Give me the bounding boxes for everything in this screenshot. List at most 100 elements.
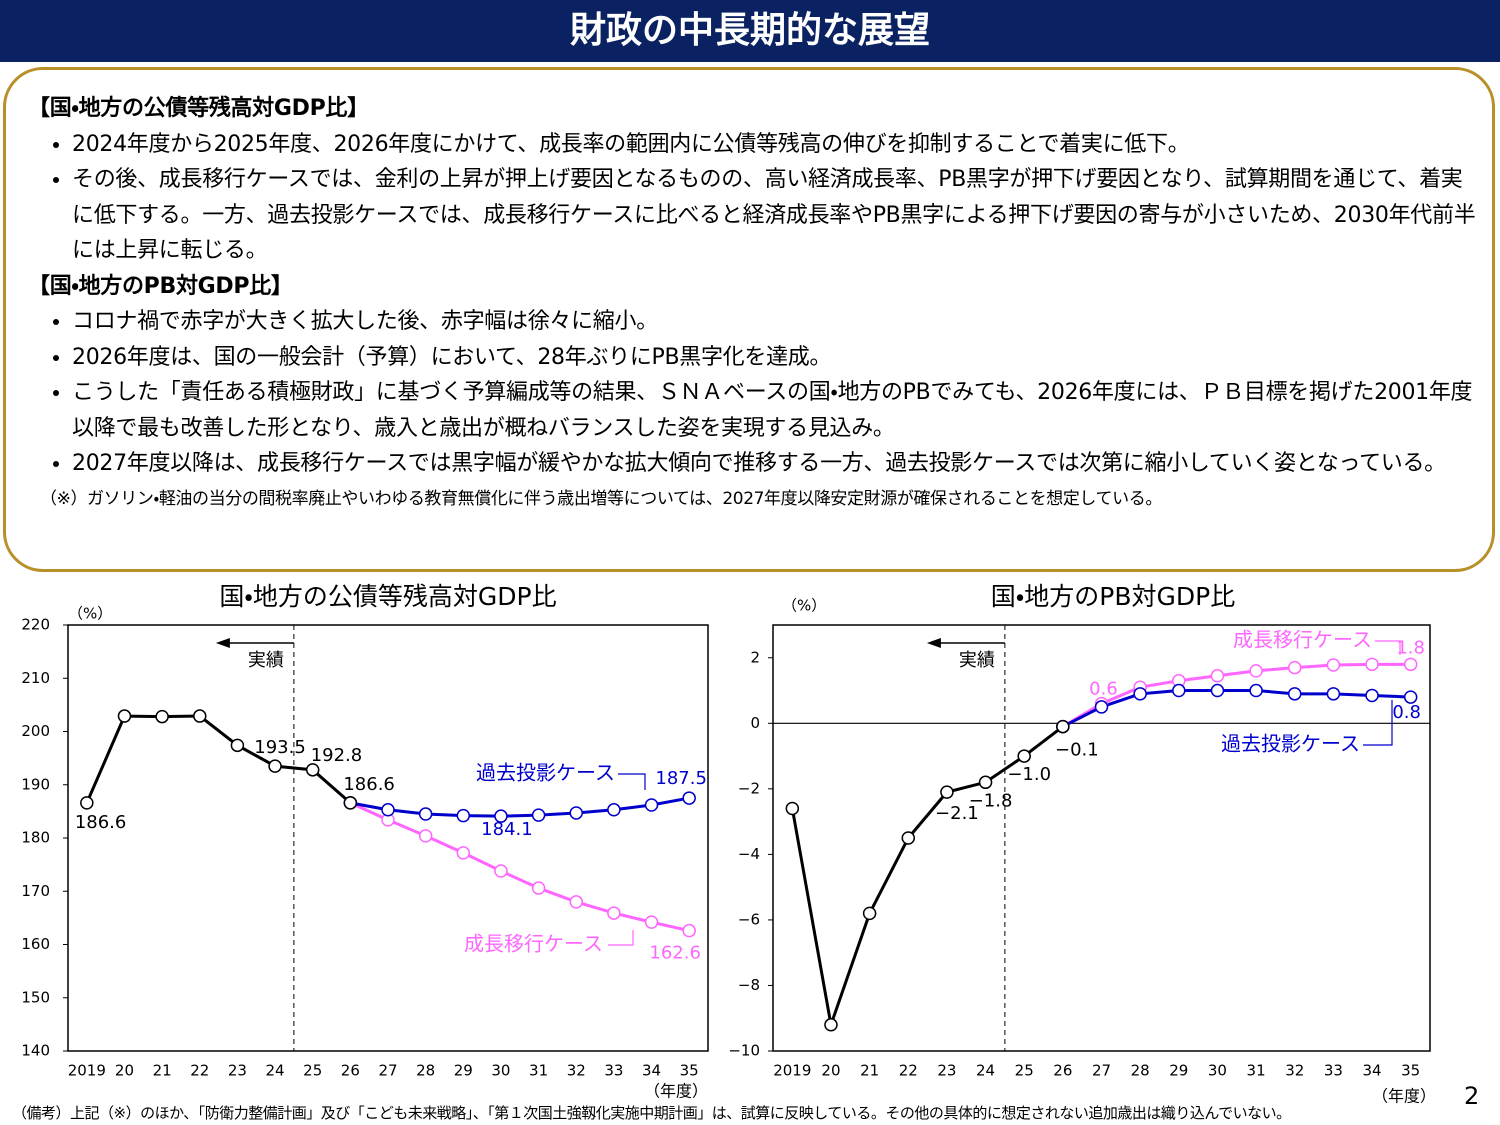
y-tick-label: 160 (21, 935, 50, 953)
point-marker (607, 906, 621, 920)
point-marker (268, 759, 282, 773)
point-marker (785, 801, 800, 816)
point-marker (381, 803, 395, 817)
point-marker (418, 807, 433, 821)
data-label: 0.6 (1089, 679, 1118, 700)
x-tick-label: 35 (1401, 1062, 1420, 1080)
y-tick-label: −2 (738, 779, 760, 797)
x-tick-label: 2019 (68, 1062, 106, 1080)
x-tick-label: 27 (1092, 1062, 1111, 1080)
point-marker (644, 798, 659, 812)
summary: 【国・地方の公債等残高対GDP比】 2024年度から2025年度、2026年度にか… (28, 91, 1478, 517)
point-marker (155, 709, 169, 724)
series-line (349, 801, 690, 933)
bullet-text: 2027年度以降は、成長移行ケースでは黒字幅が緩やかな拡大傾向で推移する一方、過… (72, 446, 1478, 482)
point-marker (1249, 683, 1263, 698)
point-marker (607, 803, 621, 817)
point-marker (978, 775, 993, 790)
x-tick-label: 31 (1247, 1062, 1266, 1080)
x-tick-label: 20 (115, 1062, 134, 1080)
y-tick-label: 0 (750, 714, 760, 732)
x-tick-label: 24 (266, 1062, 285, 1080)
point-marker (901, 831, 916, 845)
plot-area (67, 624, 709, 1052)
point-marker (862, 906, 877, 921)
chart-title: 国・地方の公債等残高対GDP比 (219, 582, 556, 611)
point-marker (644, 915, 659, 929)
x-tick-label: 32 (1285, 1062, 1304, 1080)
x-tick-label: 25 (1015, 1062, 1034, 1080)
x-tick-label: 25 (303, 1062, 322, 1080)
point-marker (494, 864, 508, 878)
page-number: 2 (1464, 1082, 1480, 1110)
y-tick-label: 140 (21, 1042, 50, 1060)
x-tick-label: 30 (1208, 1062, 1227, 1080)
point-marker (1094, 700, 1109, 714)
series-name: 成長移行ケース (1233, 628, 1372, 652)
x-tick-label: 31 (529, 1062, 548, 1080)
x-tick-label: 22 (190, 1062, 209, 1080)
data-label: −0.1 (1055, 740, 1099, 761)
point-marker (1056, 719, 1070, 734)
section-heading: 【国・地方の公債等残高対GDP比】 (28, 96, 369, 121)
annotation: 実績 (959, 650, 995, 671)
actual-arrowhead (926, 638, 941, 648)
y-tick-label: −8 (738, 976, 760, 994)
y-axis-unit: （%） (68, 605, 112, 623)
series-name: 過去投影ケース (476, 761, 615, 785)
point-marker (940, 785, 954, 799)
bullet-text: 2024年度から2025年度、2026年度にかけて、成長率の範囲内に公債等残高の… (72, 127, 1478, 163)
point-marker (80, 796, 94, 810)
point-marker (682, 923, 696, 938)
y-tick-label: 2 (750, 648, 760, 666)
point-marker (1287, 660, 1302, 675)
point-marker (230, 738, 245, 753)
point-marker (569, 806, 583, 820)
y-tick-label: 220 (21, 616, 50, 634)
x-tick-label: 22 (899, 1062, 918, 1080)
point-marker (1326, 658, 1341, 672)
x-tick-label: 34 (642, 1062, 661, 1080)
data-label: 186.6 (343, 774, 395, 795)
point-marker (494, 809, 508, 823)
actual-arrowhead (215, 638, 230, 648)
point-marker (418, 829, 433, 843)
x-tick-label: 23 (228, 1062, 247, 1080)
point-marker (456, 808, 471, 823)
point-marker (1249, 664, 1263, 678)
point-marker (1326, 687, 1341, 701)
x-tick-label: 21 (153, 1062, 172, 1080)
x-axis-unit: （年度） (644, 1082, 708, 1101)
y-tick-label: 200 (21, 722, 50, 740)
bullet-list: 2024年度から2025年度、2026年度にかけて、成長率の範囲内に公債等残高の… (28, 127, 1478, 269)
point-marker (1210, 669, 1225, 683)
plot-area (772, 624, 1431, 1052)
data-label: 187.5 (655, 768, 707, 789)
x-tick-label: 26 (341, 1062, 360, 1080)
point-marker (305, 763, 320, 777)
point-marker (117, 709, 132, 723)
y-tick-label: 210 (21, 669, 50, 687)
y-tick-label: 170 (21, 882, 50, 900)
summary-box (3, 67, 1495, 572)
data-label: −1.0 (1007, 764, 1051, 785)
x-tick-label: 34 (1362, 1062, 1381, 1080)
footnote: （備考）上記（※）のほか、「防衛力整備計画」及び「こども未来戦略」、「第１次国土… (12, 1104, 1291, 1122)
y-tick-label: 180 (21, 829, 50, 847)
annotation: 実績 (248, 650, 284, 671)
data-label: 184.1 (481, 819, 533, 840)
x-tick-label: 24 (976, 1062, 995, 1080)
series-leader (618, 773, 646, 790)
data-label: 162.6 (649, 943, 701, 964)
x-tick-label: 30 (491, 1062, 510, 1080)
data-label: −1.8 (969, 790, 1013, 811)
x-tick-label: 20 (821, 1062, 840, 1080)
x-tick-label: 21 (860, 1062, 879, 1080)
bullet-text: こうした「責任ある積極財政」に基づく予算編成等の結果、ＳＮＡベースの国・地方のP… (72, 375, 1478, 446)
y-tick-label: 190 (21, 775, 50, 793)
data-label: 193.5 (254, 737, 306, 758)
point-marker (1365, 688, 1379, 703)
point-marker (343, 796, 358, 810)
x-tick-label: 33 (604, 1062, 623, 1080)
